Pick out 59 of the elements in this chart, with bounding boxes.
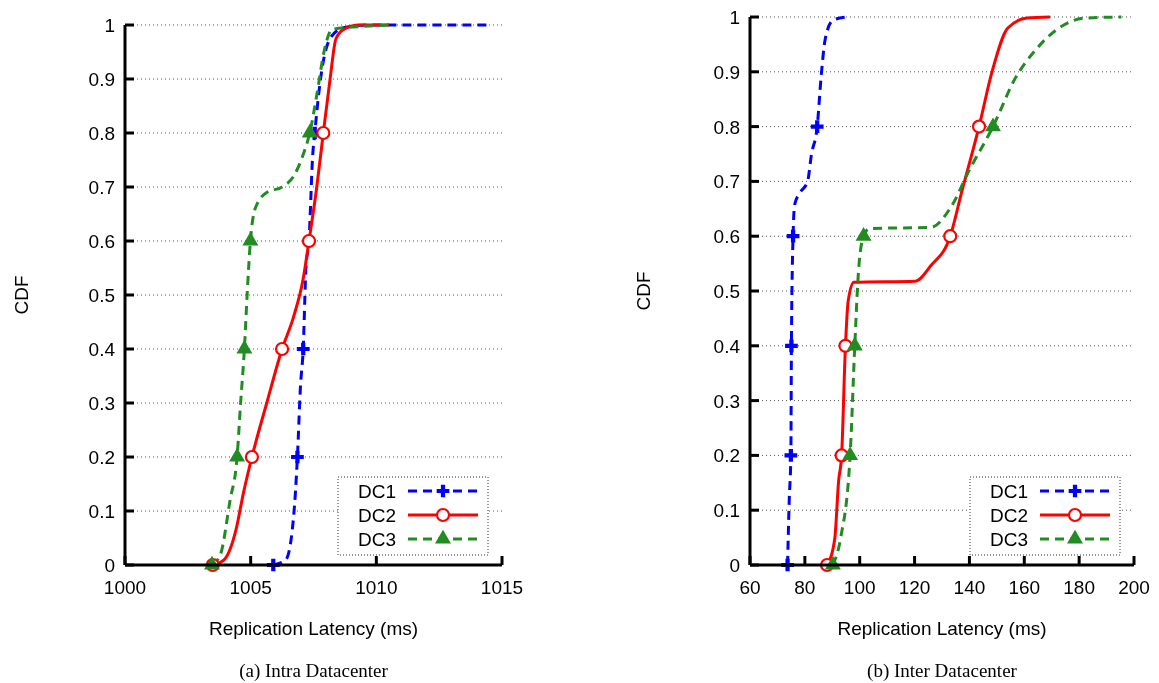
legend-label: DC1: [989, 481, 1028, 502]
point: [316, 125, 331, 141]
y-tick-label: 1: [104, 15, 115, 36]
y-tick-label: 0.7: [88, 177, 115, 198]
y-tick-label: 0.3: [713, 390, 740, 412]
x-tick-label: 1000: [103, 577, 147, 598]
y-tick-label: 0.6: [88, 231, 115, 252]
y-tick-label: 0.4: [88, 339, 116, 360]
legend-label: DC2: [357, 505, 396, 526]
x-tick-label: 200: [1118, 577, 1150, 598]
point: [971, 119, 987, 134]
y-tick-label: 0.3: [88, 393, 115, 414]
y-axis-title: CDF: [633, 271, 654, 311]
legend-label: DC2: [989, 505, 1028, 526]
y-tick-label: 0.5: [713, 281, 740, 302]
text: (b) Inter Datacenter: [867, 660, 1018, 682]
x-tick-label: 1015: [480, 577, 524, 598]
x-tick-label: 100: [843, 577, 876, 598]
y-tick-label: 0.5: [88, 285, 115, 306]
point: [296, 342, 310, 356]
point: [985, 117, 1001, 132]
legend-label: DC3: [989, 529, 1028, 550]
point: [244, 449, 260, 465]
y-tick-label: 1: [729, 7, 740, 28]
y-tick-label: 0.2: [88, 447, 115, 468]
x-tick-label: 160: [1008, 577, 1041, 598]
point: [786, 229, 800, 243]
y-tick-label: 0.9: [88, 69, 115, 90]
x-axis-title: Replication Latency (ms): [837, 618, 1047, 639]
point: [291, 450, 304, 464]
legend-label: DC1: [357, 481, 396, 502]
point: [784, 449, 798, 462]
text: (a) Intra Datacenter: [239, 660, 389, 682]
y-tick-label: 0.8: [88, 123, 115, 144]
y-tick-label: 0: [729, 555, 740, 576]
point: [785, 339, 798, 353]
x-tick-label: 80: [794, 577, 816, 598]
x-tick-label: 140: [953, 577, 986, 598]
y-tick-label: 0.6: [713, 226, 740, 248]
x-tick-label: 60: [739, 577, 761, 598]
x-tick-label: 180: [1063, 577, 1095, 598]
y-tick-label: 0.4: [713, 335, 741, 357]
x-tick-label: 120: [898, 577, 931, 598]
x-axis-title: Replication Latency (ms): [208, 618, 419, 639]
y-tick-label: 0.7: [713, 171, 740, 193]
y-tick-label: 0.8: [713, 116, 740, 138]
point: [274, 341, 290, 357]
y-tick-label: 0.9: [713, 61, 740, 83]
point: [943, 229, 958, 244]
point: [810, 120, 824, 133]
x-tick-label: 1005: [229, 577, 272, 598]
legend-label: DC3: [357, 529, 396, 550]
x-tick-label: 1010: [355, 577, 398, 598]
point: [855, 227, 872, 241]
y-tick-label: 0: [104, 555, 115, 576]
y-tick-label: 0.1: [713, 500, 740, 522]
y-tick-label: 0.2: [713, 445, 740, 467]
y-axis-title: CDF: [11, 275, 32, 315]
y-tick-label: 0.1: [88, 501, 115, 522]
